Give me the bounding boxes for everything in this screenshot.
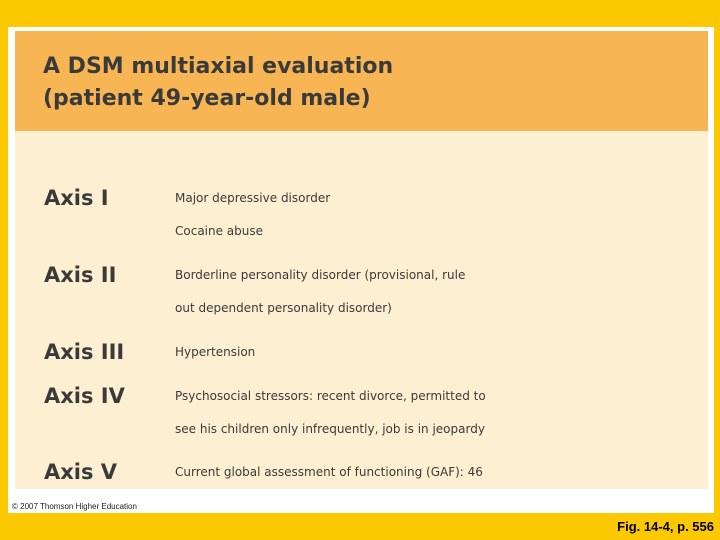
page-title: A DSM multiaxial evaluation (patient 49-… — [43, 51, 393, 115]
axis-description-line: Psychosocial stressors: recent divorce, … — [175, 389, 486, 403]
axis-description: Current global assessment of functioning… — [175, 456, 705, 489]
axis-description-line: Current global assessment of functioning… — [175, 465, 483, 479]
axis-description-line: see his children only infrequently, job … — [175, 422, 485, 436]
axis-description-line: Major depressive disorder — [175, 191, 331, 205]
axis-description: Psychosocial stressors: recent divorce, … — [175, 380, 705, 446]
evaluation-card: A DSM multiaxial evaluation (patient 49-… — [8, 27, 714, 513]
axis-label: Axis I — [44, 186, 109, 210]
axis-label: Axis II — [44, 263, 117, 287]
title-line-2: (patient 49-year-old male) — [43, 86, 371, 111]
axis-label: Axis V — [44, 460, 118, 484]
figure-reference: Fig. 14-4, p. 556 — [617, 519, 714, 534]
axis-description: Hypertension — [175, 336, 705, 369]
axis-label: Axis IV — [44, 384, 125, 408]
axis-description-line: out dependent personality disorder) — [175, 301, 392, 315]
title-line-1: A DSM multiaxial evaluation — [43, 54, 394, 79]
card-header: A DSM multiaxial evaluation (patient 49-… — [15, 31, 708, 131]
axis-description: Major depressive disorder Cocaine abuse — [175, 182, 705, 248]
axis-description-line: Cocaine abuse — [175, 224, 264, 238]
axis-label: Axis III — [44, 340, 125, 364]
axes-table: Axis I Major depressive disorder Cocaine… — [15, 131, 708, 489]
axis-description-line: Hypertension — [175, 345, 256, 359]
axis-description-line: Borderline personality disorder (provisi… — [175, 268, 466, 282]
copyright-notice: © 2007 Thomson Higher Education — [12, 502, 137, 511]
axis-description: Borderline personality disorder (provisi… — [175, 259, 705, 325]
